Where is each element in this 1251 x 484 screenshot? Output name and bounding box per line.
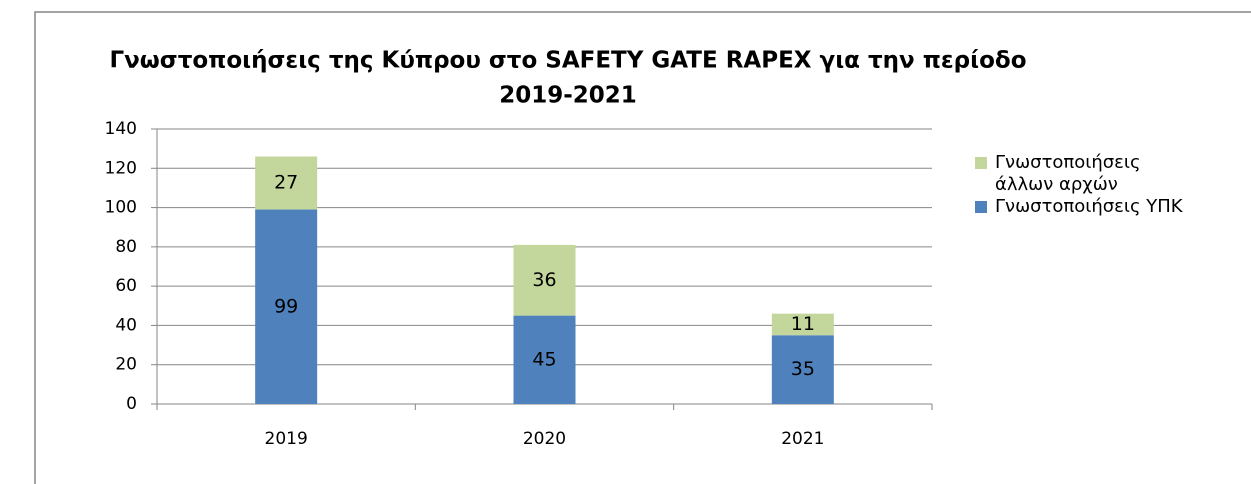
- y-tick-label: 140: [105, 119, 137, 139]
- data-label: 27: [274, 172, 298, 194]
- legend-swatch: [975, 201, 987, 213]
- chart-frame: [34, 11, 1251, 484]
- legend-label: Γνωστοποιήσεις άλλων αρχών: [995, 152, 1141, 195]
- bar-segment: [255, 209, 318, 404]
- data-label: 11: [791, 313, 815, 335]
- legend-swatch: [975, 157, 987, 169]
- legend-item: Γνωστοποιήσεις ΥΠΚ: [975, 196, 1251, 218]
- y-tick-label: 0: [126, 394, 137, 414]
- bar-segment: [513, 315, 576, 404]
- legend-item: Γνωστοποιήσεις άλλων αρχών: [975, 152, 1185, 196]
- chart-title: Γνωστοποιήσεις της Κύπρου στο SAFETY GAT…: [109, 48, 1026, 74]
- y-tick-label: 40: [115, 315, 137, 335]
- legend: Γνωστοποιήσεις άλλων αρχών Γνωστοποιήσεις…: [975, 152, 1251, 218]
- data-label: 36: [532, 269, 556, 291]
- data-label: 99: [274, 295, 298, 317]
- bar-segment: [771, 335, 834, 404]
- y-tick-label: 20: [115, 355, 137, 375]
- y-tick-label: 60: [115, 276, 137, 296]
- x-tick-label: 2020: [523, 429, 566, 449]
- data-label: 35: [791, 358, 815, 380]
- chart-title: 2019-2021: [499, 83, 637, 109]
- bar-segment: [255, 156, 318, 210]
- data-label: 45: [532, 348, 556, 370]
- y-tick-label: 120: [105, 158, 137, 178]
- y-tick-label: 100: [105, 198, 137, 218]
- legend-label: Γνωστοποιήσεις ΥΠΚ: [995, 196, 1183, 217]
- x-tick-label: 2021: [781, 429, 824, 449]
- y-tick-label: 80: [115, 237, 137, 257]
- bar-segment: [771, 313, 834, 336]
- bar-segment: [513, 244, 576, 316]
- x-tick-label: 2019: [265, 429, 308, 449]
